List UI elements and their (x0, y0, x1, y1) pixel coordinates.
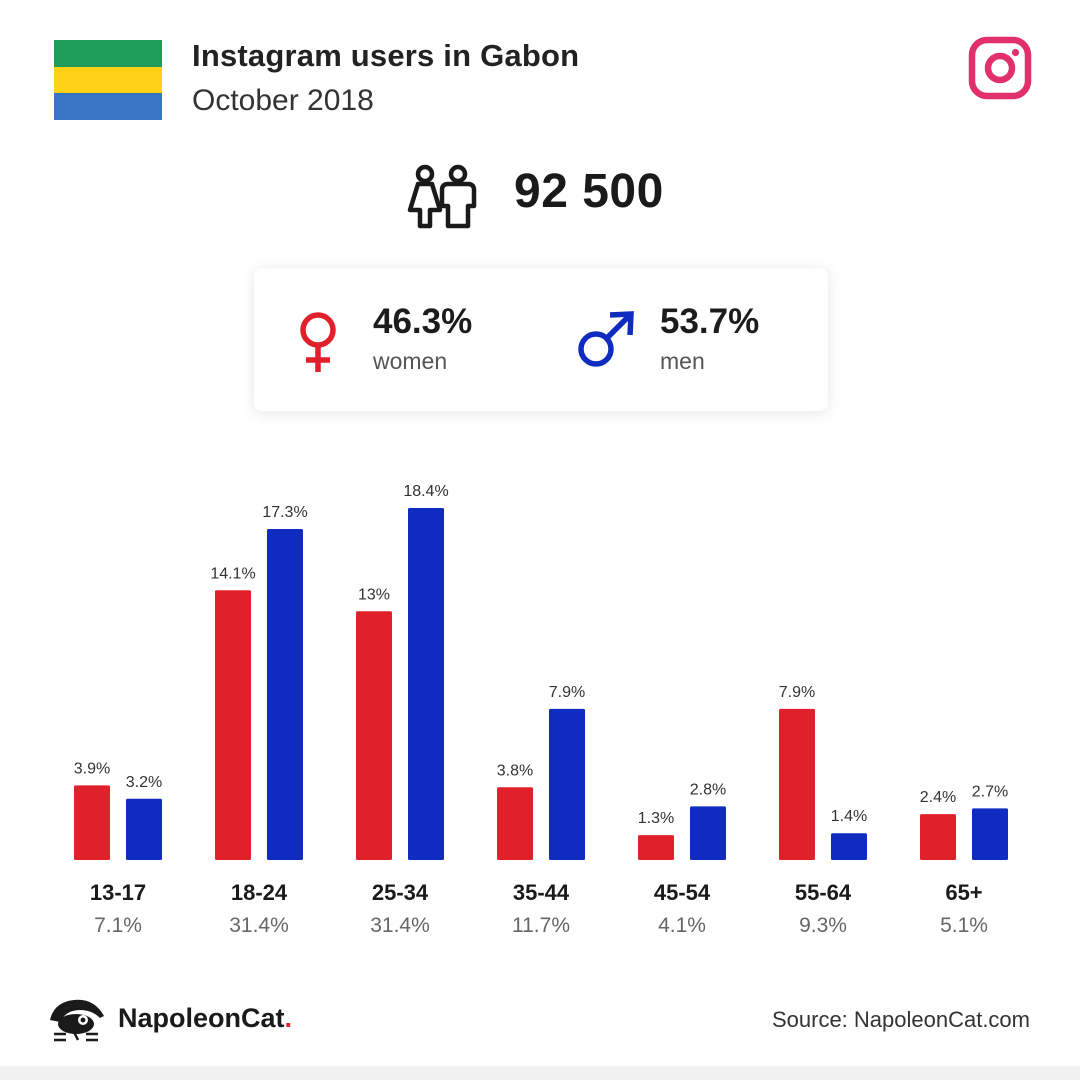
bar-value-label: 1.4% (831, 808, 867, 825)
bar-value-label: 3.9% (74, 760, 110, 777)
napoleoncat-logo (50, 999, 104, 1042)
category-label: 25-34 (372, 880, 429, 905)
bar-value-label: 7.9% (549, 684, 585, 701)
category-label: 35-44 (513, 880, 570, 905)
bar-55-64-series-1 (779, 708, 815, 860)
category-label: 55-64 (795, 880, 852, 905)
users-icon (407, 164, 477, 229)
bar-45-54-series-2 (690, 806, 726, 860)
flag-stripe-green (54, 40, 162, 67)
category-label: 13-17 (90, 880, 146, 905)
page-subtitle: October 2018 (192, 84, 374, 117)
category-label: 65+ (945, 880, 982, 905)
bottom-strip (0, 1066, 1080, 1080)
category-total-label: 7.1% (94, 914, 142, 937)
bar-value-label: 14.1% (210, 565, 255, 582)
men-label: men (660, 348, 705, 374)
category-total-label: 9.3% (799, 914, 847, 937)
category-label: 45-54 (654, 880, 711, 905)
bar-25-34-series-1 (356, 611, 392, 860)
men-percentage: 53.7% (660, 302, 760, 341)
bar-value-label: 13% (358, 586, 390, 603)
bar-45-54-series-1 (638, 835, 674, 860)
category-total-label: 11.7% (512, 914, 570, 937)
male-symbol-icon (578, 311, 634, 367)
country-flag (54, 40, 162, 120)
bar-65+-series-1 (920, 814, 956, 860)
women-percentage: 46.3% (373, 302, 473, 341)
bar-25-34-series-2 (408, 508, 444, 860)
bar-value-label: 3.8% (497, 762, 533, 779)
bar-65+-series-2 (972, 808, 1008, 860)
category-label: 18-24 (231, 880, 288, 905)
source-note: Source: NapoleonCat.com (771, 1007, 1030, 1032)
female-symbol-icon (300, 312, 336, 372)
women-label: women (373, 348, 448, 374)
brand-name-text: NapoleonCat (118, 1003, 285, 1033)
bar-13-17-series-2 (126, 798, 162, 860)
flag-stripe-blue (54, 93, 162, 120)
total-users-value: 92 500 (514, 165, 664, 218)
bar-55-64-series-2 (831, 833, 867, 860)
category-total-label: 31.4% (370, 914, 430, 937)
bar-value-label: 18.4% (403, 483, 448, 500)
gender-card: 46.3% women 53.7% men (254, 268, 828, 411)
bar-13-17-series-1 (74, 785, 110, 860)
age-gender-bar-chart: 3.9% 3.2% 13-17 7.1% 14.1% 17.3% 18-24 31.4% 13%… (74, 483, 1008, 937)
bar-value-label: 1.3% (638, 810, 674, 827)
flag-stripe-yellow (54, 66, 162, 94)
bar-value-label: 2.4% (920, 789, 956, 806)
bar-value-label: 17.3% (262, 504, 307, 521)
brand-dot: . (284, 1003, 293, 1033)
category-total-label: 31.4% (229, 914, 289, 937)
category-total-label: 5.1% (940, 914, 988, 937)
instagram-icon (968, 36, 1032, 100)
bar-35-44-series-2 (549, 708, 585, 860)
bar-value-label: 2.7% (972, 783, 1008, 800)
bar-value-label: 2.8% (690, 781, 726, 798)
bar-value-label: 3.2% (126, 774, 162, 791)
category-total-label: 4.1% (658, 914, 706, 937)
brand-name: NapoleonCat. (118, 1003, 292, 1034)
bar-18-24-series-1 (215, 590, 251, 860)
page-title: Instagram users in Gabon (192, 38, 580, 73)
bar-18-24-series-2 (267, 529, 303, 860)
bar-35-44-series-1 (497, 787, 533, 860)
bar-value-label: 7.9% (779, 684, 815, 701)
